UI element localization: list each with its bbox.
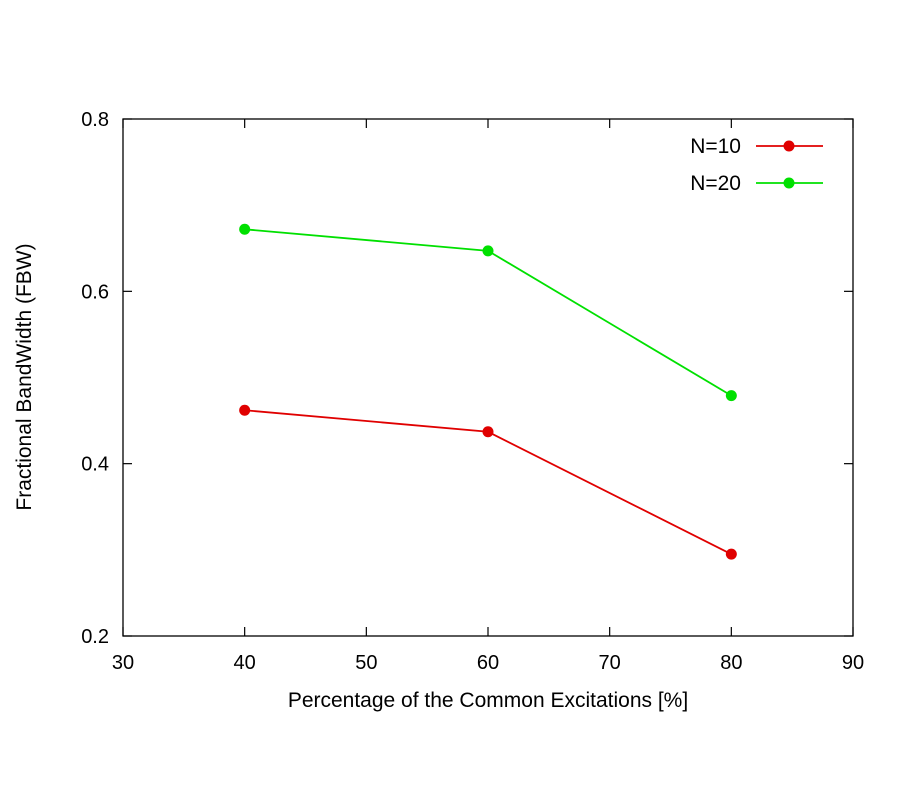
x-tick-label: 60: [477, 652, 499, 674]
data-point-n-10: [482, 426, 494, 438]
legend: N=10 N=20: [690, 135, 823, 195]
data-point-n-10: [725, 548, 737, 560]
data-point-n-20: [725, 390, 737, 402]
legend-label-n-10: N=10: [690, 135, 741, 158]
y-tick-label: 0.8: [81, 109, 109, 131]
data-point-n-20: [239, 223, 251, 235]
x-tick-label: 70: [599, 652, 621, 674]
x-tick-label: 50: [355, 652, 377, 674]
data-point-n-20: [482, 245, 494, 257]
y-axis-ticks: 0.2 0.4 0.6 0.8: [81, 109, 853, 648]
x-tick-label: 90: [842, 652, 864, 674]
data-point-n-10: [239, 404, 251, 416]
y-tick-label: 0.6: [81, 281, 109, 303]
x-tick-label: 80: [720, 652, 742, 674]
x-axis-ticks: 30 40 50 60 70 80 90: [112, 119, 864, 674]
legend-marker-n-10: [783, 140, 795, 152]
x-tick-label: 40: [234, 652, 256, 674]
y-tick-label: 0.4: [81, 454, 109, 476]
legend-marker-n-20: [783, 177, 795, 189]
x-axis-title: Percentage of the Common Excitations [%]: [288, 689, 688, 712]
x-tick-label: 30: [112, 652, 134, 674]
series-layer: [239, 223, 737, 560]
legend-label-n-20: N=20: [690, 172, 741, 195]
y-tick-label: 0.2: [81, 626, 109, 648]
plot-frame: [122, 118, 854, 637]
y-axis-title: Fractional BandWidth (FBW): [13, 243, 36, 510]
